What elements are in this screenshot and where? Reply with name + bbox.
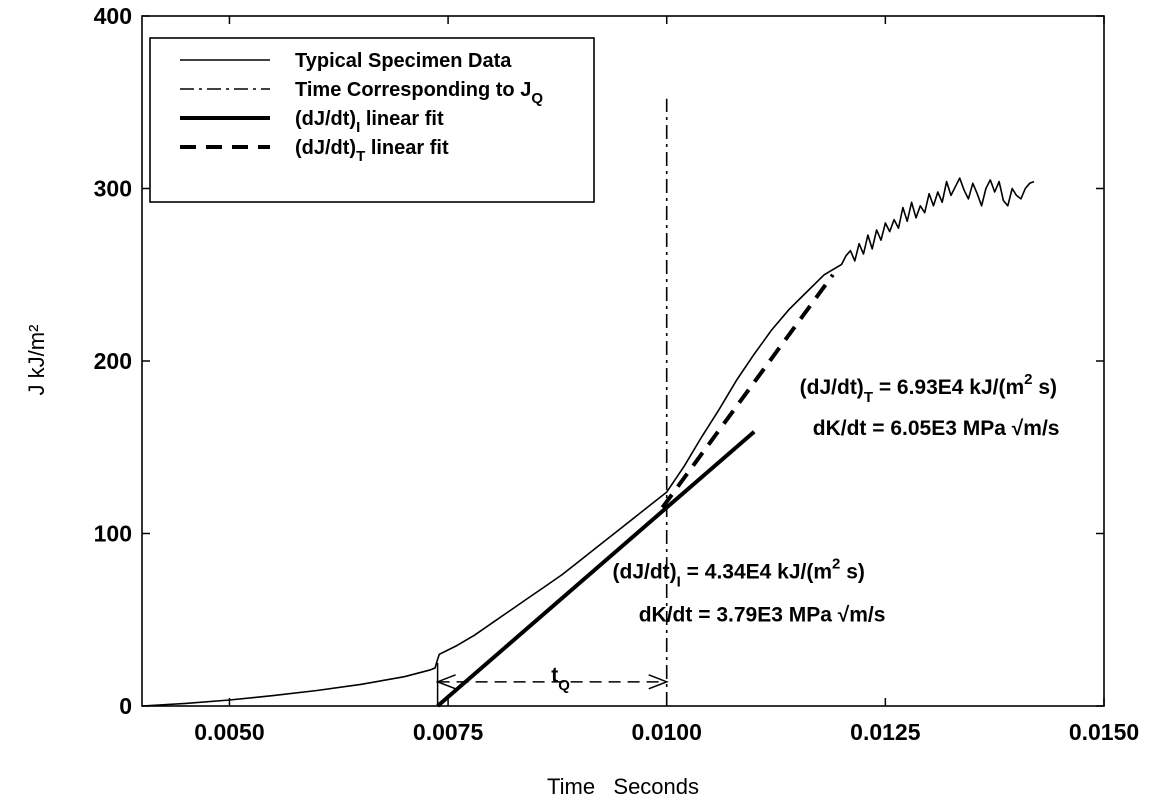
series-line-0 xyxy=(141,177,1035,707)
series-line-3 xyxy=(660,273,835,509)
annotation-1: (dJ/dt)T = 6.93E4 kJ/(m2 s) xyxy=(800,371,1057,406)
legend-label-3: (dJ/dt)T linear fit xyxy=(295,137,449,165)
plot-group: 0 100 200 300 400 0.0050 0.0075 0.0100 0.0125 0.0… xyxy=(24,3,1139,799)
series-line-2 xyxy=(436,430,756,708)
x-axis-title: Time Seconds xyxy=(547,774,699,799)
y-axis-title: J kJ/m² xyxy=(24,325,49,396)
annotation-2: dK/dt = 6.05E3 MPa √m/s xyxy=(813,417,1060,440)
y-tick-label: 200 xyxy=(94,348,132,374)
annotation-3: (dJ/dt)I = 4.34E4 kJ/(m2 s) xyxy=(613,555,865,590)
x-tick-label: 0.0075 xyxy=(413,719,484,745)
legend-label-1: Time Corresponding to JQ xyxy=(295,79,543,107)
y-tick-label: 0 xyxy=(119,693,132,719)
tq-arrow-head-right xyxy=(648,674,669,690)
y-tick-label: 300 xyxy=(94,176,132,202)
legend-label-0: Typical Specimen Data xyxy=(295,50,512,72)
annotation-4: dK/dt = 3.79E3 MPa √m/s xyxy=(639,603,886,626)
annotation-0: tQ xyxy=(551,664,570,694)
x-tick-label: 0.0100 xyxy=(632,719,702,745)
x-tick-label: 0.0125 xyxy=(850,719,921,745)
legend-label-2: (dJ/dt)I linear fit xyxy=(295,108,444,136)
y-tick-label: 100 xyxy=(94,521,132,547)
y-tick-label: 400 xyxy=(94,3,132,29)
x-tick-label: 0.0050 xyxy=(194,719,264,745)
x-tick-label: 0.0150 xyxy=(1069,719,1139,745)
